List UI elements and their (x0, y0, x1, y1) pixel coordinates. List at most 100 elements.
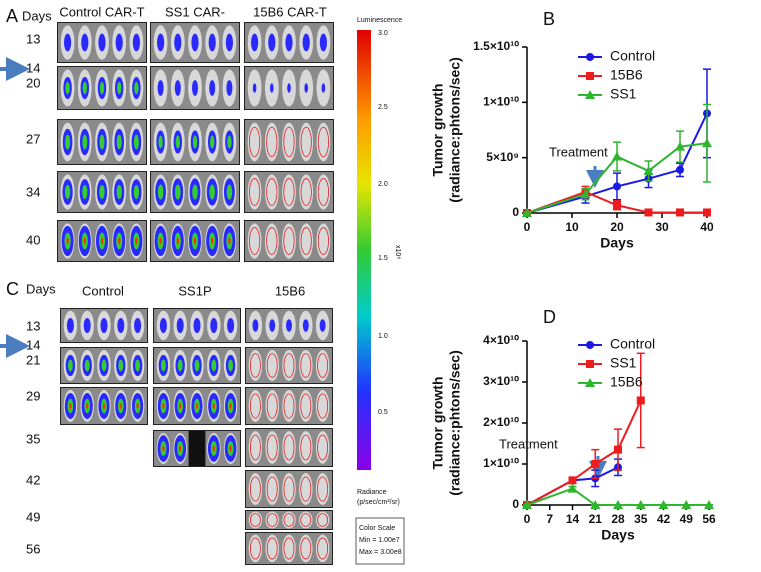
signal (83, 317, 91, 334)
signal (134, 317, 142, 334)
signal (132, 33, 141, 52)
marker (636, 396, 645, 405)
signal-core (116, 184, 122, 200)
y-axis-label: (radiance:phtons/sec) (447, 57, 463, 202)
mouse (299, 349, 313, 382)
colorbar-tick-label: 2.0 (378, 181, 388, 188)
marker (702, 138, 712, 148)
signal (302, 319, 309, 332)
signal-peak (212, 402, 215, 410)
signal-peak (176, 237, 180, 245)
signal-peak (162, 402, 165, 410)
roi (300, 513, 312, 527)
day-label: 34 (26, 184, 40, 199)
signal (81, 33, 89, 52)
roi (283, 513, 295, 527)
y-tick-label: 5×10⁹ (486, 150, 519, 164)
legend-marker (586, 341, 594, 349)
series-line (526, 400, 642, 506)
roi (300, 434, 312, 461)
marker (522, 500, 532, 509)
x-axis-label: Days (601, 527, 635, 543)
legend-label: SS1 (610, 355, 637, 371)
marker (658, 500, 669, 509)
mouse (247, 122, 262, 162)
y-tick-label: 0 (512, 205, 519, 219)
mouse (282, 473, 296, 505)
marker (567, 483, 578, 493)
roi (266, 353, 278, 378)
roi (317, 434, 329, 461)
signal-core (99, 134, 105, 150)
x-tick-label: 10 (565, 220, 579, 234)
y-tick-label: 4×10¹⁰ (483, 333, 519, 347)
signal (157, 80, 164, 96)
signal-peak (162, 445, 165, 452)
signal-core (117, 81, 122, 95)
day-label: 21 (26, 352, 40, 367)
signal-peak (179, 402, 182, 410)
marker (681, 500, 692, 509)
column-header: Control CAR-T (59, 4, 144, 19)
day-label: 20 (26, 75, 40, 90)
legend-label: Control (610, 48, 655, 64)
signal-core (175, 135, 180, 149)
radiance: Radiance (357, 489, 387, 496)
signal-core (211, 359, 217, 372)
signal (252, 319, 259, 332)
marker (612, 151, 622, 161)
roi (266, 537, 278, 560)
mouse (282, 122, 296, 162)
series-line (526, 190, 707, 214)
roi (266, 178, 278, 206)
annotation: Treatment (499, 436, 558, 451)
signal-peak (117, 237, 121, 245)
colorbar-tick-label: 0.5 (378, 409, 388, 416)
marker (704, 500, 714, 509)
mouse (248, 431, 263, 464)
series-line (526, 112, 708, 214)
marker (635, 500, 646, 509)
x-tick-label: 14 (566, 512, 580, 526)
mouse (282, 431, 296, 464)
signal-core (194, 359, 200, 372)
signal-core (84, 359, 90, 372)
legend-marker (585, 90, 595, 99)
x-tick-label: 49 (680, 512, 694, 526)
roi (300, 227, 312, 255)
x-tick-label: 7 (546, 512, 553, 526)
roi (249, 227, 261, 255)
mouse (282, 390, 296, 422)
x-tick-label: 0 (524, 512, 531, 526)
signal-core (65, 134, 71, 150)
signal-core (192, 184, 198, 200)
signal (269, 83, 274, 93)
mouse (282, 349, 296, 382)
mouse (315, 473, 330, 505)
signal-peak (102, 402, 106, 410)
mouse (299, 174, 314, 210)
colorbar-title: Luminescence (357, 17, 402, 24)
signal-core (99, 81, 105, 95)
legend-marker (586, 53, 594, 61)
roi (283, 476, 295, 502)
mouse (299, 473, 313, 505)
roi (249, 353, 261, 378)
scale-title: Color Scale (359, 525, 395, 532)
signal (63, 33, 72, 52)
day-label: 42 (26, 472, 40, 487)
signal-core (177, 359, 183, 372)
y-tick-label: 1×10¹⁰ (483, 456, 519, 470)
colorbar-tick-label: 2.5 (378, 104, 388, 111)
signal-peak (179, 445, 182, 452)
signal (252, 83, 257, 93)
signal (321, 83, 326, 93)
scale-min: Min = 1.00e7 (359, 537, 400, 544)
signal-core (226, 184, 233, 200)
radiance-unit: (p/sec/cm²/sr) (357, 499, 400, 506)
mouse (248, 390, 263, 422)
roi (300, 476, 312, 502)
day-label: 27 (26, 131, 40, 146)
signal-core (133, 134, 139, 150)
day-label: 14 (26, 337, 40, 352)
